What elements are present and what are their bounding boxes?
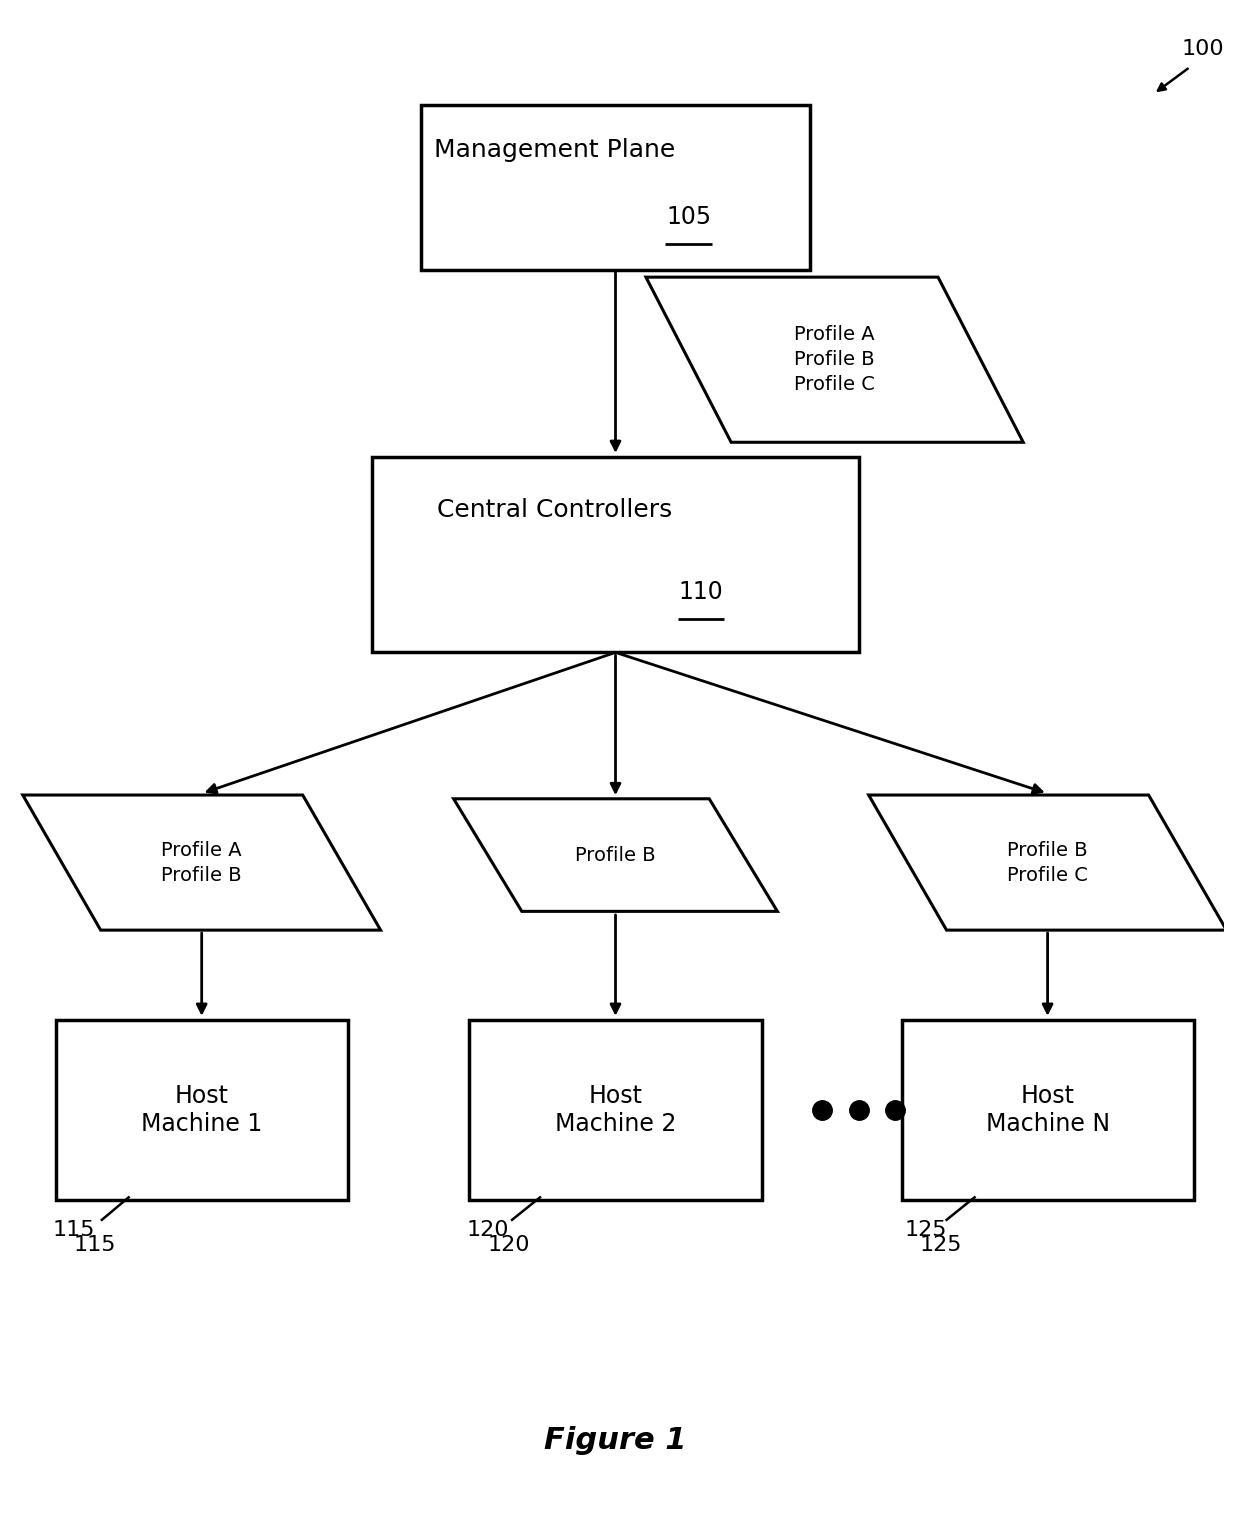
- Text: Central Controllers: Central Controllers: [436, 498, 672, 521]
- Bar: [901, 1020, 1194, 1200]
- Text: Profile B
Profile C: Profile B Profile C: [1007, 841, 1087, 885]
- Text: Profile A
Profile B
Profile C: Profile A Profile B Profile C: [794, 326, 875, 394]
- Text: 110: 110: [678, 580, 723, 604]
- Text: Host
Machine N: Host Machine N: [986, 1085, 1110, 1136]
- Bar: [470, 1020, 761, 1200]
- Text: 105: 105: [666, 205, 711, 229]
- Bar: [372, 458, 859, 653]
- Bar: [420, 105, 810, 270]
- Text: 125: 125: [905, 1221, 947, 1241]
- Text: Profile B: Profile B: [575, 845, 656, 865]
- Bar: [56, 1020, 347, 1200]
- Text: 115: 115: [74, 1235, 117, 1254]
- Text: 100: 100: [1182, 39, 1224, 59]
- Text: Profile A
Profile B: Profile A Profile B: [161, 841, 242, 885]
- Text: 120: 120: [487, 1235, 531, 1254]
- Polygon shape: [22, 795, 381, 930]
- Text: 115: 115: [52, 1221, 95, 1241]
- Text: Management Plane: Management Plane: [434, 138, 676, 162]
- Text: Host
Machine 2: Host Machine 2: [554, 1085, 676, 1136]
- Polygon shape: [646, 277, 1023, 442]
- Text: Host
Machine 1: Host Machine 1: [141, 1085, 263, 1136]
- Text: 125: 125: [920, 1235, 962, 1254]
- Text: 120: 120: [466, 1221, 508, 1241]
- Text: Figure 1: Figure 1: [544, 1426, 687, 1454]
- Polygon shape: [454, 798, 777, 912]
- Polygon shape: [869, 795, 1226, 930]
